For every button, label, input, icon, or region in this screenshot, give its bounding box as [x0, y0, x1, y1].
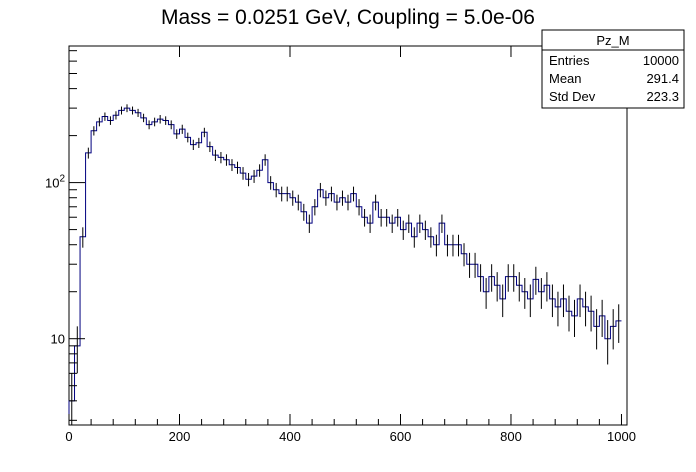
x-tick-label: 600 [390, 429, 412, 444]
stats-box [541, 29, 685, 109]
y-tick-label: 102 [45, 174, 65, 191]
x-tick-label: 400 [279, 429, 301, 444]
x-tick-label: 200 [169, 429, 191, 444]
x-tick-label: 800 [500, 429, 522, 444]
x-tick-label: 1000 [607, 429, 636, 444]
stats-value: 223.3 [646, 89, 679, 104]
stats-value: 291.4 [646, 71, 679, 86]
plot-frame [68, 45, 628, 426]
stats-label: Mean [549, 71, 582, 86]
x-tick-label: 0 [65, 429, 72, 444]
y-tick-label: 10 [51, 332, 65, 347]
chart-title: Mass = 0.0251 GeV, Coupling = 5.0e-06 [161, 6, 535, 29]
stats-label: Std Dev [549, 89, 596, 104]
stats-value: 10000 [643, 53, 679, 68]
stats-label: Entries [549, 53, 590, 68]
stats-title: Pz_M [596, 33, 629, 48]
histogram-line [68, 107, 622, 425]
